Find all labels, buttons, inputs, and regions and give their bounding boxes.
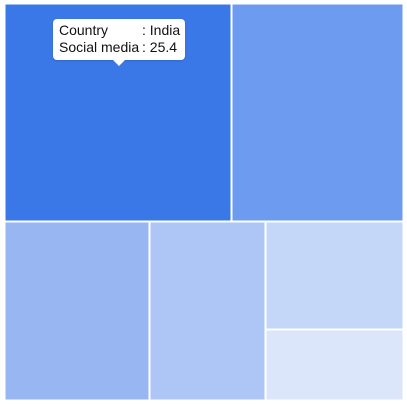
tooltip-country-value: : India [142,22,181,38]
treemap-cell-3[interactable] [4,221,150,401]
tooltip: Country : India Social media : 25.4 [53,19,185,66]
tooltip-row-country: Country : India [59,22,185,39]
treemap-cell-2[interactable] [231,3,404,222]
tooltip-country-label: Country [59,22,109,38]
treemap-cell-4[interactable] [149,221,266,401]
treemap-cell-6[interactable] [265,329,404,401]
tooltip-metric-value: : 25.4 [142,39,178,55]
tooltip-row-social-media: Social media : 25.4 [59,39,185,56]
treemap-cell-5[interactable] [265,221,404,330]
tooltip-metric-label: Social media [59,39,140,55]
